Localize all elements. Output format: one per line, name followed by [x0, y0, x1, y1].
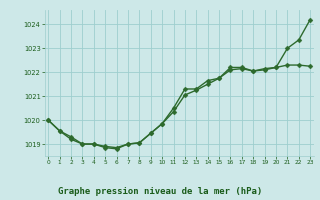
- Text: Graphe pression niveau de la mer (hPa): Graphe pression niveau de la mer (hPa): [58, 188, 262, 196]
